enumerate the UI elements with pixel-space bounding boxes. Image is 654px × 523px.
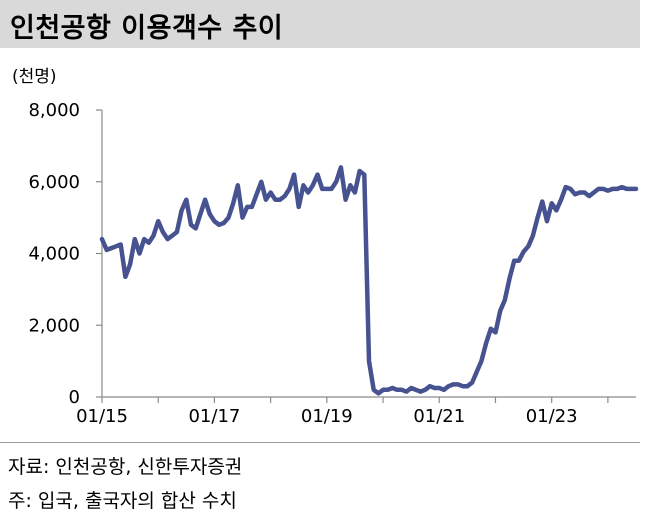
y-axis-unit-label: (천명) [12, 67, 57, 87]
x-tick-label: 01/21 [413, 406, 465, 427]
y-tick-label: 8,000 [28, 100, 80, 121]
y-tick-label: 6,000 [28, 172, 80, 193]
x-tick-label: 01/17 [188, 406, 240, 427]
y-tick-label: 2,000 [28, 315, 80, 336]
footer-divider [0, 442, 640, 443]
chart-ticks: 8,000 6,000 4,000 2,000 001/15 01/17 01/19 01/2… [28, 100, 609, 427]
source-note: 자료: 인천공항, 신한투자증권 [8, 456, 243, 478]
y-tick-label: 0 [69, 387, 80, 408]
y-tick-label: 4,000 [28, 244, 80, 265]
chart-series [99, 165, 639, 396]
line-chart: 8,000 6,000 4,000 2,000 001/15 01/17 01/19 01/2… [28, 100, 639, 427]
chart-title: 인천공항 이용객수 추이 [10, 13, 284, 44]
x-tick-label: 01/15 [76, 406, 128, 427]
title-bar: 인천공항 이용객수 추이 [0, 0, 640, 48]
footnote: 주: 입국, 출국자의 합산 수치 [8, 490, 237, 512]
series-line [99, 165, 639, 396]
x-tick-label: 01/19 [301, 406, 353, 427]
x-tick-label: 01/23 [526, 406, 578, 427]
